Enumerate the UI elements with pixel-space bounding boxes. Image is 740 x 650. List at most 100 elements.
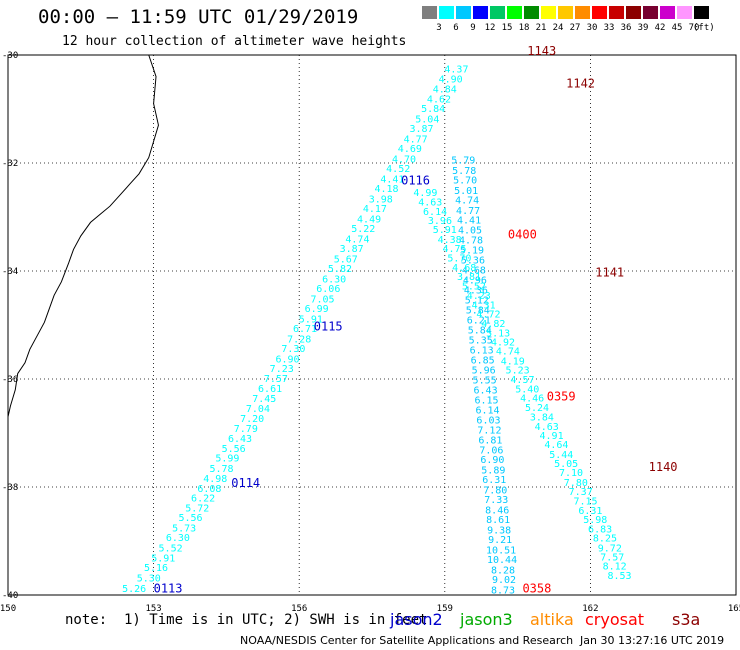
wave-height-value: 5.40	[515, 385, 539, 396]
wave-height-value: 7.79	[234, 424, 258, 435]
wave-height-value: 4.84	[433, 84, 457, 95]
wave-height-value: 5.96	[472, 366, 496, 377]
pass-time-label: 0114	[231, 476, 260, 490]
wave-height-value: 4.62	[427, 95, 451, 106]
wave-height-value: 6.85	[471, 355, 495, 366]
y-tick-label: -40	[2, 591, 18, 601]
wave-height-value: 5.52	[462, 281, 486, 292]
wave-height-value: 4.37	[444, 64, 468, 75]
wave-height-value: 5.91	[299, 314, 323, 325]
wave-height-value: 6.99	[305, 304, 329, 315]
y-tick-label: -38	[2, 483, 18, 493]
pass-time-label: 0115	[314, 319, 343, 333]
pass-time-label: 1143	[527, 44, 556, 58]
wave-height-value: 7.37	[569, 487, 593, 498]
color-scale-label: 42	[654, 23, 666, 33]
wave-height-value: 5.36	[461, 255, 485, 266]
wave-height-value: 4.41	[457, 215, 481, 226]
wave-height-value: 4.19	[501, 356, 525, 367]
legend-item-cryosat: cryosat	[585, 610, 645, 629]
wave-height-value: 8.25	[593, 534, 617, 545]
legend-item-jason2: jason2	[390, 610, 443, 629]
wave-height-value: 7.23	[270, 364, 294, 375]
wave-height-value: 5.24	[525, 403, 549, 414]
wave-height-value: 5.56	[222, 444, 246, 455]
wave-height-value: 5.89	[481, 466, 505, 477]
wave-height-value: 4.68	[462, 266, 486, 277]
wave-height-value: 7.57	[264, 374, 288, 385]
wave-height-value: 7.06	[479, 446, 503, 457]
wave-height-value: 5.23	[506, 366, 530, 377]
wave-height-value: 6.03	[476, 415, 500, 426]
wave-height-value: 7.30	[281, 344, 305, 355]
coastline	[7, 54, 159, 417]
color-swatch	[439, 6, 454, 19]
color-swatch	[694, 6, 709, 19]
wave-height-value: 6.43	[474, 386, 498, 397]
wave-height-value: 4.96	[463, 275, 487, 286]
color-scale-label: 24	[552, 23, 564, 33]
wave-height-value: 10.51	[486, 545, 516, 556]
wave-height-value: 4.70	[392, 154, 416, 165]
wave-height-value: 5.30	[137, 574, 161, 585]
wave-height-value: 9.02	[492, 575, 516, 586]
y-tick-label: -34	[2, 267, 18, 277]
wave-height-value: 8.73	[491, 585, 515, 596]
wave-height-value: 10.44	[487, 555, 517, 566]
wave-height-value: 6.43	[228, 434, 252, 445]
wave-height-value: 4.31	[472, 300, 496, 311]
color-scale-label: 3	[436, 23, 442, 33]
wave-height-value: 3.84	[530, 413, 554, 424]
wave-height-value: 3.87	[340, 244, 364, 255]
wave-height-value: 5.79	[451, 156, 475, 167]
pass-time-label: 0400	[508, 228, 537, 242]
color-scale-label: 12	[484, 23, 496, 33]
wave-height-value: 5.12	[465, 295, 489, 306]
wave-height-value: 4.74	[496, 347, 520, 358]
wave-height-value: 5.13	[486, 328, 510, 339]
x-tick-label: 156	[291, 604, 307, 614]
wave-height-value: 5.78	[452, 166, 476, 177]
wave-height-value: 6.22	[191, 494, 215, 505]
wave-height-value: 7.57	[600, 552, 624, 563]
y-tick-label: -30	[2, 51, 18, 61]
pass-time-label: 1141	[595, 265, 624, 279]
wave-height-value: 3.81	[457, 272, 481, 283]
wave-height-value: 8.12	[603, 562, 627, 573]
wave-height-value: 8.28	[491, 565, 515, 576]
wave-height-value: 9.72	[598, 543, 622, 554]
color-swatch	[473, 6, 488, 19]
credit-text: NOAA/NESDIS Center for Satellite Applica…	[240, 634, 574, 647]
color-scale-label: 39	[637, 23, 649, 33]
color-swatch	[558, 6, 573, 19]
wave-height-value: 4.18	[375, 184, 399, 195]
wave-height-value: 5.73	[172, 523, 196, 534]
wave-height-value: 4.91	[540, 431, 564, 442]
color-swatch	[490, 6, 505, 19]
wave-height-value: 4.72	[476, 309, 500, 320]
x-tick-label: 153	[145, 604, 161, 614]
wave-height-value: 7.12	[477, 426, 501, 437]
wave-height-value: 3.87	[409, 124, 433, 135]
wave-height-value: 4.77	[456, 206, 480, 217]
color-scale-label: 6	[453, 23, 459, 33]
wave-height-value: 4.38	[438, 235, 462, 246]
wave-height-value: 6.30	[166, 533, 190, 544]
x-tick-label: 165	[728, 604, 740, 614]
wave-height-value: 4.74	[455, 196, 479, 207]
wave-height-value: 9.21	[488, 535, 512, 546]
wave-height-value: 5.35	[469, 335, 493, 346]
wave-height-value: 5.55	[473, 375, 497, 386]
pass-time-label: 0113	[154, 581, 183, 595]
color-scale-label: 9	[470, 23, 476, 33]
wave-height-value: 4.05	[458, 226, 482, 237]
wave-height-value: 4.92	[491, 338, 515, 349]
wave-height-value: 5.72	[185, 503, 209, 514]
wave-height-value: 6.15	[474, 395, 498, 406]
legend-item-jason3: jason3	[460, 610, 513, 629]
wave-height-value: 4.68	[452, 263, 476, 274]
wave-height-value: 4.75	[442, 244, 466, 255]
wave-height-value: 4.74	[345, 234, 369, 245]
wave-height-value: 8.53	[607, 571, 631, 582]
